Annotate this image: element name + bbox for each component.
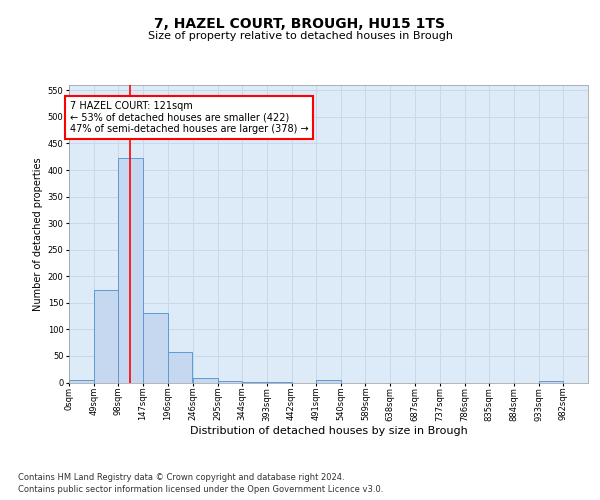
Text: 7, HAZEL COURT, BROUGH, HU15 1TS: 7, HAZEL COURT, BROUGH, HU15 1TS [155,18,445,32]
Text: Contains public sector information licensed under the Open Government Licence v3: Contains public sector information licen… [18,485,383,494]
Bar [193,378,218,382]
Text: Contains HM Land Registry data © Crown copyright and database right 2024.: Contains HM Land Registry data © Crown c… [18,472,344,482]
X-axis label: Distribution of detached houses by size in Brough: Distribution of detached houses by size … [190,426,467,436]
Bar [143,313,167,382]
Bar [167,352,193,382]
Bar [316,380,341,382]
Y-axis label: Number of detached properties: Number of detached properties [34,157,43,310]
Bar [94,290,118,382]
Text: Size of property relative to detached houses in Brough: Size of property relative to detached ho… [148,31,452,41]
Text: 7 HAZEL COURT: 121sqm
← 53% of detached houses are smaller (422)
47% of semi-det: 7 HAZEL COURT: 121sqm ← 53% of detached … [70,101,308,134]
Bar [69,380,94,382]
Bar [118,158,143,382]
